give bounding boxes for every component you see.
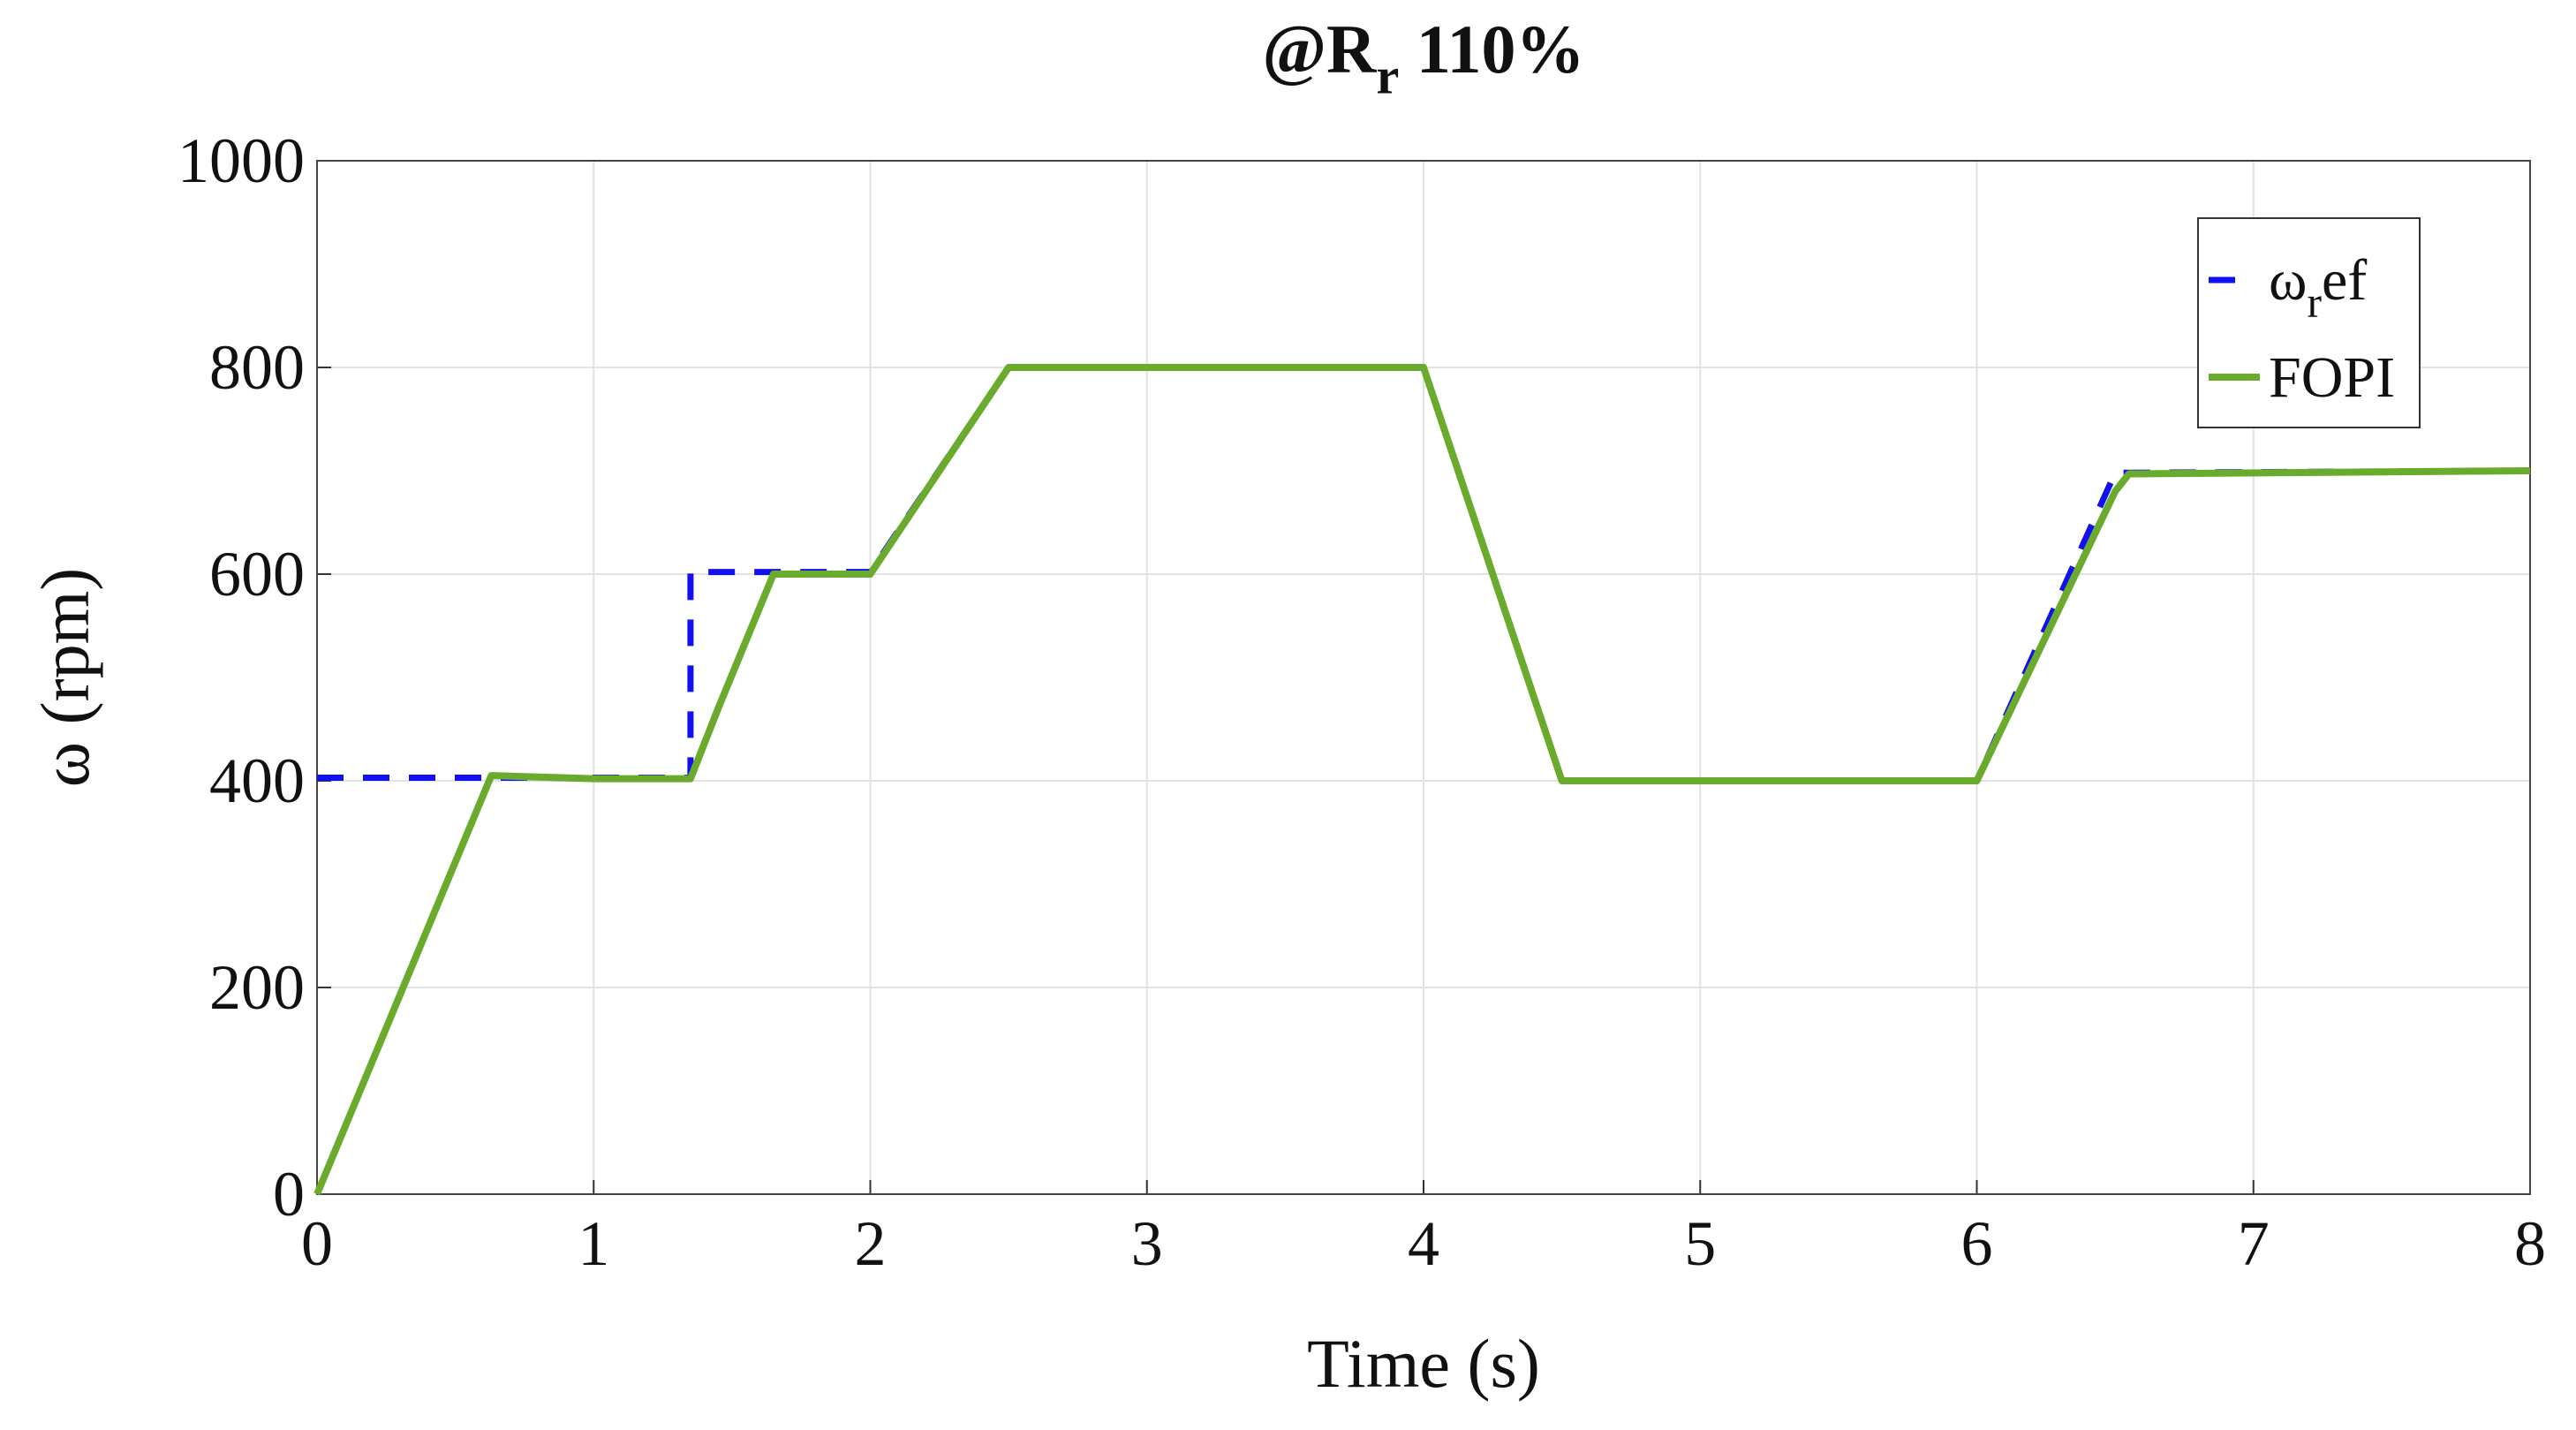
x-tick-label: 7 [2238,1208,2270,1279]
legend-label: ωref [2269,248,2367,327]
x-tick-label: 0 [301,1208,333,1279]
text-part: r [1376,47,1399,104]
x-tick-label: 8 [2514,1208,2546,1279]
x-tick-label: 5 [1684,1208,1716,1279]
legend-box [2197,217,2421,428]
plot-frame [316,160,2531,1195]
y-tick-label: 400 [209,745,305,816]
text-part: @R [1262,11,1378,87]
text-part: ef [2322,248,2367,313]
legend-label: FOPI [2269,345,2395,410]
y-tick-label: 600 [209,539,305,609]
x-tick-label: 2 [855,1208,887,1279]
text-part: 110% [1399,11,1584,87]
x-tick-label: 1 [578,1208,609,1279]
x-tick-label: 4 [1408,1208,1439,1279]
data-line [314,364,2531,1196]
y-tick-label: 1000 [178,125,305,196]
text-part: ω [2269,248,2307,313]
y-tick-label: 200 [209,952,305,1023]
x-axis-label: Time (s) [1307,1325,1540,1402]
y-tick-label: 0 [273,1159,305,1229]
text-part: FOPI [2269,345,2395,410]
x-tick-label: 3 [1131,1208,1163,1279]
y-tick-label: 800 [209,332,305,403]
text-part: r [2307,278,2322,327]
data-line [317,364,2531,784]
x-tick-label: 6 [1961,1208,1993,1279]
chart-title: @Rr 110% [1262,11,1584,104]
y-axis-label: ω (rpm) [26,568,103,787]
